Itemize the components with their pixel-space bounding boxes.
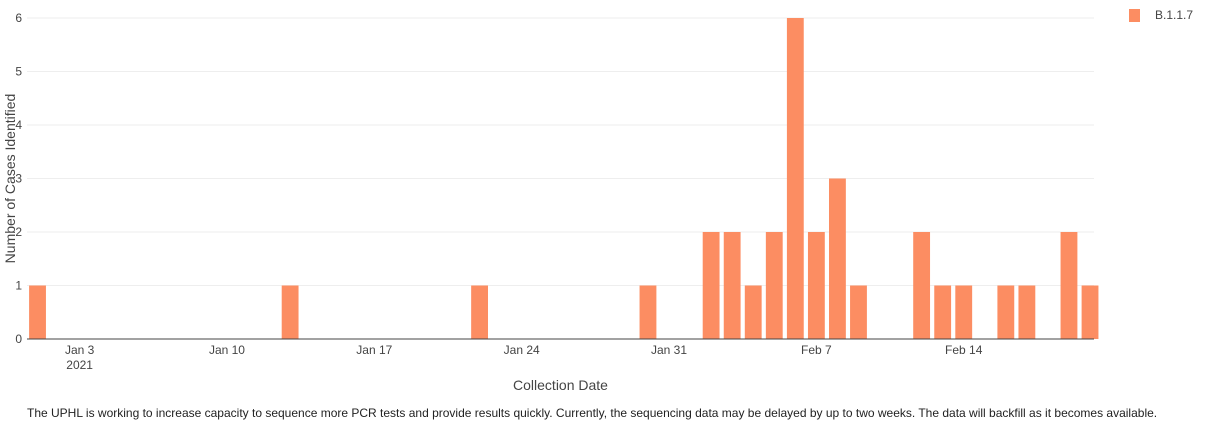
x-axis-title: Collection Date [513,377,608,393]
bar[interactable] [702,232,720,339]
footnote: The UPHL is working to increase capacity… [27,406,1158,420]
y-tick-label: 4 [15,118,22,132]
bar[interactable] [786,18,804,339]
y-tick-label: 0 [15,332,22,346]
y-tick-label: 5 [15,65,22,79]
bar[interactable] [829,178,846,340]
x-tick-label: Feb 7 [801,343,832,357]
bars [29,18,1099,340]
bar[interactable] [913,232,931,339]
y-tick-label: 3 [15,172,22,186]
y-axis-ticks: 0 1 2 3 4 5 6 [15,11,22,346]
legend[interactable]: B.1.1.7 [1129,8,1193,22]
bar[interactable] [281,285,299,340]
x-tick-label: Feb 14 [945,343,983,357]
gridlines [27,17,1094,286]
x-tick-label: Jan 17 [356,343,392,357]
y-tick-label: 2 [15,225,22,239]
x-tick-sublabel: 2021 [66,358,93,372]
bar[interactable] [639,285,657,340]
x-tick-label: Jan 3 [65,343,95,357]
legend-label[interactable]: B.1.1.7 [1155,8,1193,22]
x-tick-label: Jan 31 [651,343,687,357]
bar[interactable] [765,232,783,339]
y-tick-label: 6 [15,11,22,25]
x-tick-label: Jan 10 [209,343,245,357]
bar[interactable] [997,285,1015,340]
x-tick-label: Jan 24 [504,343,540,357]
bar[interactable] [807,232,825,339]
bar[interactable] [1018,285,1036,340]
bar[interactable] [850,285,867,340]
bar[interactable] [1060,232,1078,339]
bar[interactable] [1081,285,1099,340]
bar[interactable] [934,285,952,340]
bar[interactable] [744,285,762,340]
y-axis-title: Number of Cases Identified [2,94,18,264]
bar[interactable] [471,285,488,340]
bar[interactable] [29,285,46,340]
y-tick-label: 1 [15,279,22,293]
bar[interactable] [955,285,973,340]
bar[interactable] [723,232,741,339]
legend-swatch[interactable] [1129,9,1140,22]
